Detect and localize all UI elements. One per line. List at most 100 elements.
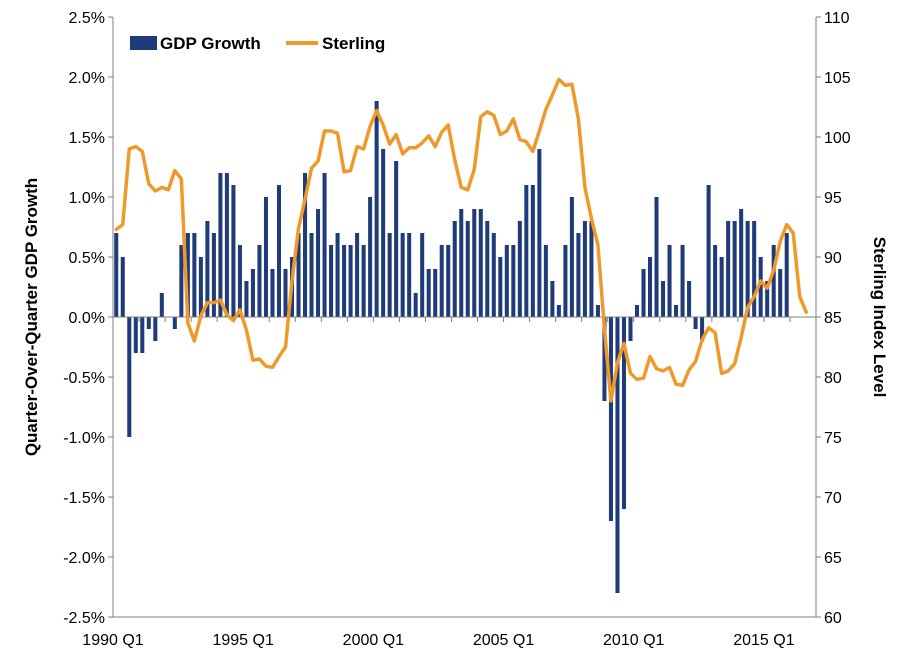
gdp-bar — [661, 281, 666, 317]
right-tick-label: 65 — [824, 550, 842, 567]
gdp-bar — [778, 269, 783, 317]
right-tick-label: 105 — [824, 70, 851, 87]
gdp-bar — [342, 245, 347, 317]
gdp-bars — [114, 101, 789, 593]
gdp-bar — [576, 233, 581, 317]
x-tick-label: 1995 Q1 — [212, 632, 273, 649]
gdp-bar — [537, 149, 542, 317]
gdp-bar — [309, 233, 314, 317]
gdp-bar — [504, 245, 509, 317]
gdp-bar — [270, 269, 275, 317]
gdp-bar — [133, 317, 138, 353]
left-axis-title: Quarter-Over-Quarter GDP Growth — [22, 178, 41, 456]
right-tick-label: 60 — [824, 610, 842, 627]
gdp-bar — [634, 305, 640, 317]
gdp-bar — [283, 269, 288, 317]
gdp-bar — [472, 209, 477, 317]
gdp-bar — [446, 245, 451, 317]
gdp-bar — [784, 233, 789, 317]
left-tick-label: 1.0% — [69, 190, 105, 207]
gdp-bar — [485, 221, 490, 317]
gdp-bar — [517, 221, 522, 317]
gdp-bar — [459, 209, 464, 317]
left-tick-label: -2.5% — [63, 610, 105, 627]
gdp-bar — [608, 317, 613, 521]
gdp-bar — [263, 197, 268, 317]
gdp-bar — [654, 197, 659, 317]
gdp-bar — [348, 245, 353, 317]
gdp-bar — [465, 221, 470, 317]
gdp-bar — [700, 317, 705, 341]
gdp-bar — [368, 197, 373, 317]
x-tick-label: 1990 Q1 — [82, 632, 143, 649]
gdp-bar — [771, 245, 776, 317]
gdp-bar — [218, 173, 223, 317]
gdp-bar — [335, 233, 340, 317]
gdp-bar — [530, 185, 535, 317]
gdp-bar — [732, 221, 737, 317]
gdp-bar — [524, 185, 529, 317]
gdp-bar — [257, 245, 262, 317]
gdp-bar — [758, 257, 763, 317]
gdp-bar — [713, 245, 718, 317]
gdp-bar — [420, 233, 425, 317]
gdp-bar — [543, 245, 548, 317]
legend: GDP Growth Sterling — [130, 34, 385, 53]
x-tick-label: 2010 Q1 — [603, 632, 664, 649]
gdp-bar — [693, 317, 698, 329]
gdp-bar — [439, 245, 444, 317]
x-axis-tick-labels: 1990 Q1 1995 Q1 2000 Q1 2005 Q1 2010 Q1 2015 … — [82, 632, 794, 649]
gdp-bar — [205, 221, 210, 317]
gdp-bar — [745, 221, 750, 317]
gdp-bar — [563, 245, 568, 317]
gdp-bar — [426, 269, 431, 317]
gdp-bar — [706, 185, 711, 317]
gdp-bar — [413, 293, 418, 317]
axes — [108, 16, 821, 618]
gdp-bar — [582, 221, 587, 317]
gdp-bar — [752, 221, 757, 317]
gdp-bar — [569, 197, 574, 317]
gdp-bar — [648, 257, 653, 317]
gdp-bar — [120, 257, 125, 317]
gdp-bar — [400, 233, 405, 317]
gdp-bar — [641, 269, 646, 317]
gdp-bar — [192, 233, 197, 317]
gdp-bar — [127, 317, 132, 437]
gdp-bar — [602, 317, 607, 401]
left-tick-label: -1.5% — [63, 490, 105, 507]
left-tick-label: -0.5% — [63, 370, 105, 387]
gdp-bar — [276, 185, 282, 317]
right-tick-label: 100 — [824, 130, 851, 147]
gdp-bar — [316, 209, 321, 317]
gdp-bar — [739, 209, 744, 317]
gdp-bar — [433, 269, 438, 317]
gdp-bar — [628, 317, 633, 341]
gdp-bar — [179, 245, 184, 317]
gdp-bar — [478, 209, 483, 317]
gdp-bar — [296, 233, 301, 317]
gdp-bar — [231, 185, 236, 317]
gdp-bar — [765, 281, 770, 317]
left-tick-label: 0.0% — [69, 310, 105, 327]
gdp-bar — [511, 245, 516, 317]
gdp-bar — [185, 233, 190, 317]
gdp-bar — [726, 221, 731, 317]
gdp-bar — [114, 233, 119, 317]
gdp-bar — [680, 245, 685, 317]
legend-label-sterling: Sterling — [322, 34, 385, 53]
gdp-bar — [237, 245, 242, 317]
left-tick-label: -2.0% — [63, 550, 105, 567]
gdp-bar — [491, 233, 496, 317]
gdp-bar — [361, 245, 366, 317]
right-tick-label: 70 — [824, 490, 842, 507]
right-tick-label: 80 — [824, 370, 842, 387]
gdp-bar — [674, 305, 679, 317]
right-tick-label: 95 — [824, 190, 842, 207]
gdp-bar — [374, 101, 379, 317]
gdp-bar — [621, 317, 626, 509]
gdp-bar — [250, 269, 255, 317]
gdp-bar — [211, 233, 216, 317]
gdp-bar — [452, 221, 457, 317]
right-axis-title: Sterling Index Level — [870, 237, 889, 398]
